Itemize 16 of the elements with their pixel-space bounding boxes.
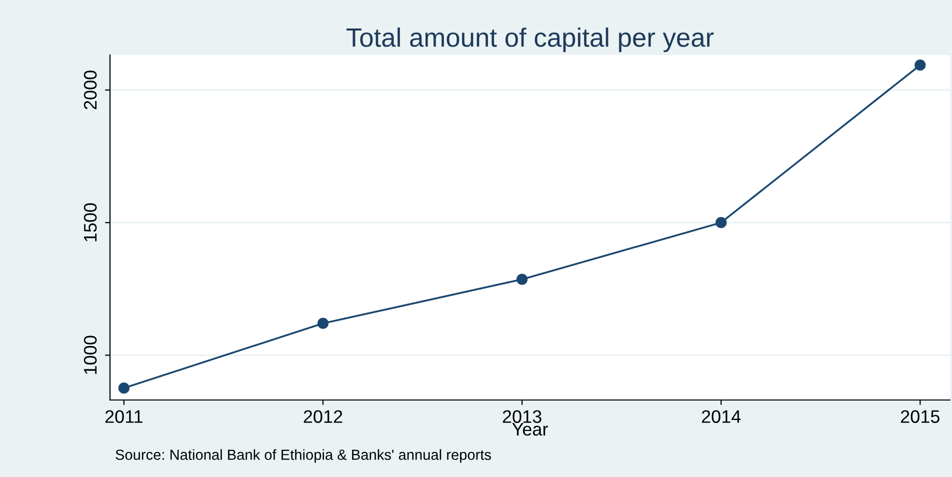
point: [317, 318, 329, 329]
x-tick-label: 2015: [900, 410, 940, 423]
y-tick-label: 2000: [84, 70, 97, 110]
x-tick-label: 2013: [502, 410, 542, 423]
x-tick-label: 2011: [105, 410, 142, 423]
point: [118, 382, 130, 394]
y-tick-label: 1000: [84, 336, 97, 374]
point: [914, 60, 926, 71]
point: [716, 217, 727, 228]
x-axis-title: Year: [512, 423, 548, 436]
x-tick-label: 2014: [702, 410, 741, 423]
y-tick-label: 1500: [84, 203, 97, 242]
chart-title: Total amount of capital per year: [346, 28, 714, 52]
point: [516, 274, 528, 285]
source-note: Source: National Bank of Ethiopia & Banks' annual reports: [116, 449, 491, 463]
x-tick-label: 2012: [304, 410, 342, 423]
